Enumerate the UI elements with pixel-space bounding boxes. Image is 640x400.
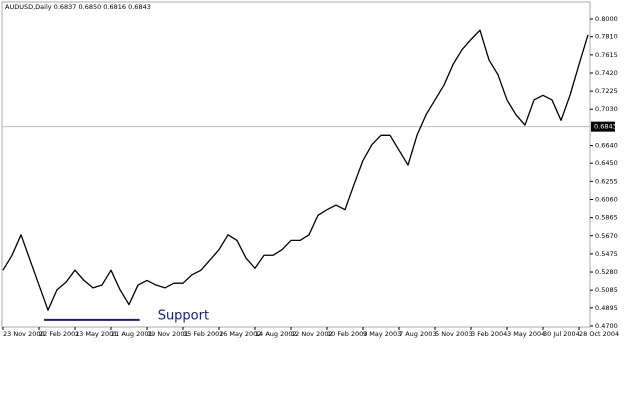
x-tick-label: 12 Nov 2002 (291, 330, 333, 338)
x-tick-label: 14 Aug 2002 (255, 330, 297, 338)
y-tick-label: 0.6255 (595, 177, 618, 185)
x-tick-label: 10 Feb 2003 (327, 330, 367, 338)
y-tick-label: 0.5085 (595, 286, 618, 294)
y-tick-label: 0.7030 (595, 105, 618, 113)
x-tick-label: 22 Feb 2001 (39, 330, 79, 338)
plot-frame (1, 1, 591, 328)
y-tick-label: 0.5865 (595, 214, 618, 222)
y-tick-label: 0.7225 (595, 87, 618, 95)
x-tick-label: 15 Feb 2002 (183, 330, 223, 338)
x-tick-label: 9 May 2003 (363, 330, 401, 338)
support-label: Support (158, 308, 209, 323)
y-tick-label: 0.8000 (595, 15, 618, 23)
y-tick-label: 0.4700 (595, 322, 618, 330)
x-tick-label: 30 Jul 2004 (543, 330, 580, 338)
y-tick-label: 0.5670 (595, 232, 618, 240)
x-tick-label: 23 Nov 2000 (3, 330, 45, 338)
x-tick-label: 28 Oct 2004 (579, 330, 619, 338)
current-price-box (591, 121, 615, 132)
y-tick-label: 0.7810 (595, 33, 618, 41)
price-line (2, 29, 589, 311)
x-tick-label: 3 May 2004 (507, 330, 545, 338)
x-tick-label: 5 Nov 2003 (435, 330, 473, 338)
chart-title: AUDUSD,Daily 0.6837 0.6850 0.6816 0.6843 (5, 3, 151, 11)
y-tick-label: 0.5280 (595, 268, 618, 276)
x-tick-label: 3 Feb 2004 (471, 330, 507, 338)
current-price-label: 0.6843 (594, 123, 617, 131)
y-tick-label: 0.4895 (595, 304, 618, 312)
x-tick-label: 7 Aug 2003 (399, 330, 437, 338)
x-tick-label: 21 Aug 2001 (111, 330, 153, 338)
y-tick-label: 0.5475 (595, 250, 618, 258)
x-tick-label: 16 May 2002 (219, 330, 261, 338)
y-tick-label: 0.7615 (595, 51, 618, 59)
x-tick-label: 23 May 2001 (75, 330, 117, 338)
y-tick-label: 0.6060 (595, 195, 618, 203)
y-tick-label: 0.6640 (595, 142, 618, 150)
y-tick-label: 0.7420 (595, 69, 618, 77)
x-tick-label: 19 Nov 2001 (147, 330, 189, 338)
y-tick-label: 0.6450 (595, 159, 618, 167)
